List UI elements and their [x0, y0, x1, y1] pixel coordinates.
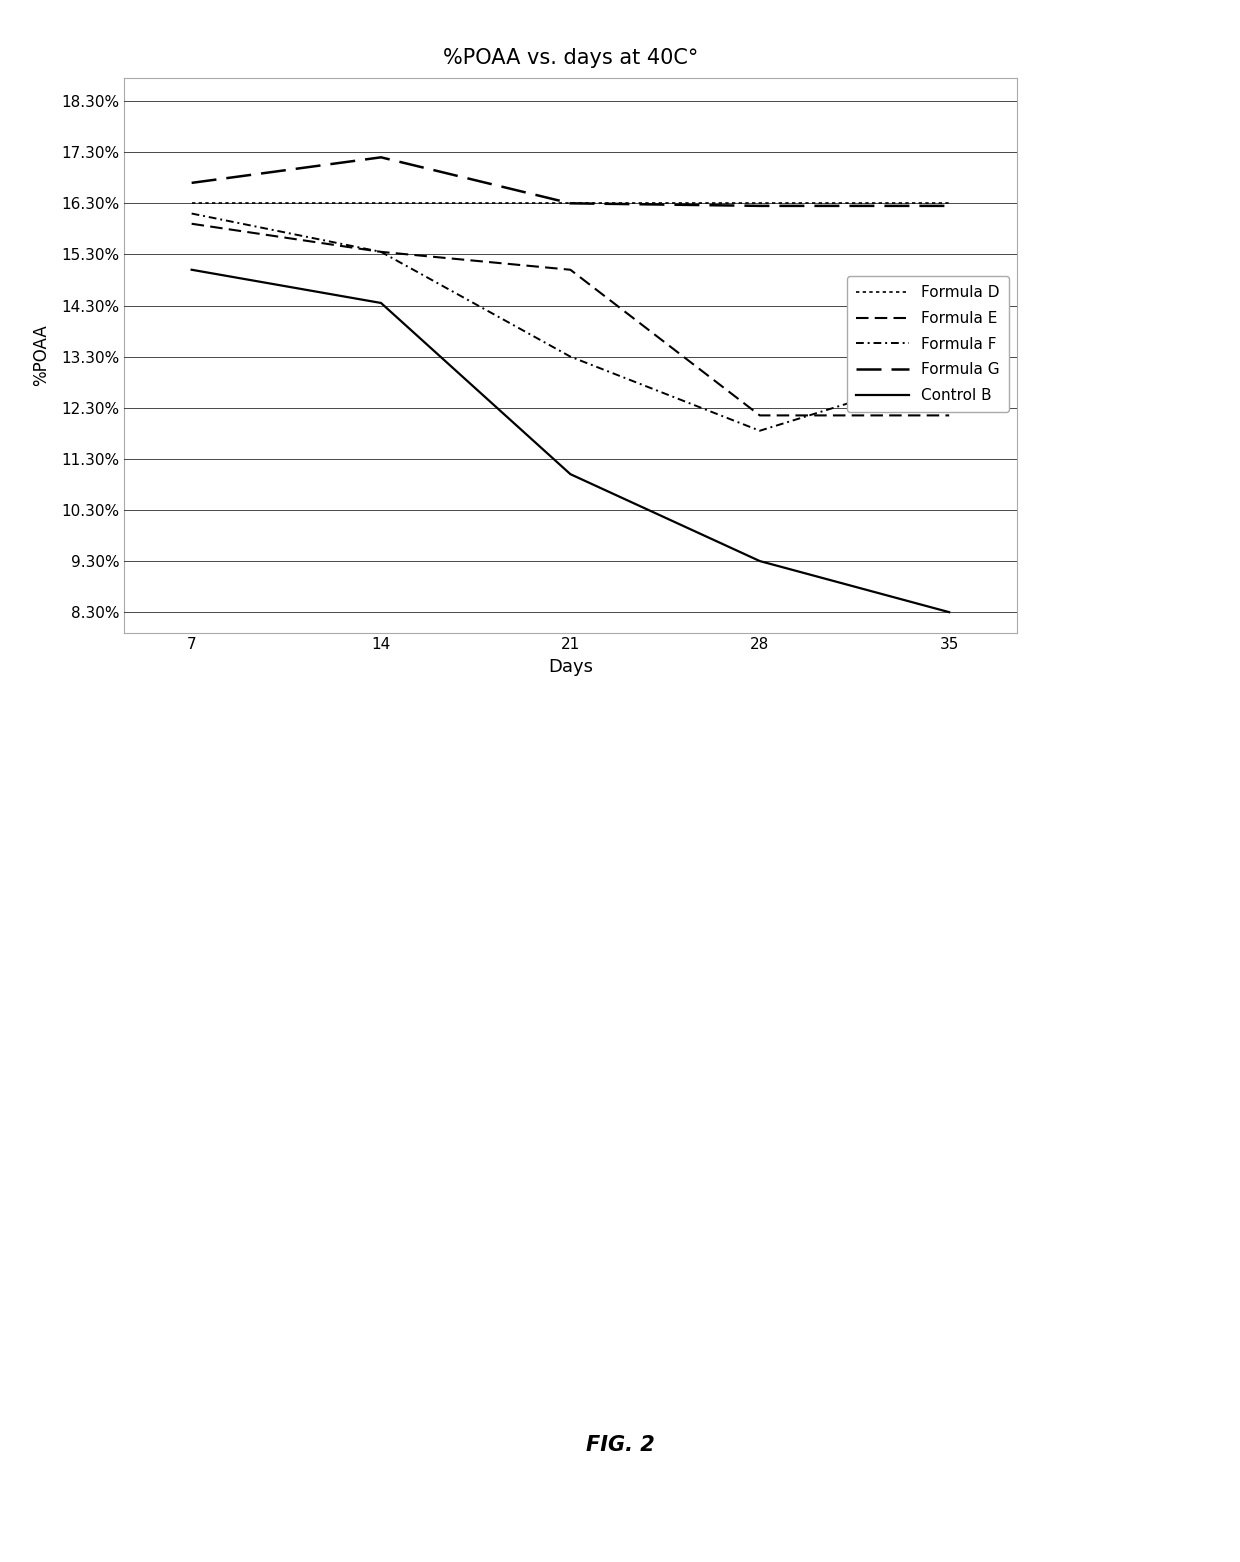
Formula G: [753, 197, 768, 216]
Legend: Formula D, Formula E, Formula F, Formula G, Control B: Formula D, Formula E, Formula F, Formula…: [847, 276, 1009, 412]
Formula E: [185, 214, 200, 233]
Formula G: [373, 148, 388, 167]
Line: Control B: Control B: [192, 270, 949, 612]
Formula F: [185, 205, 200, 223]
Title: %POAA vs. days at 40C°: %POAA vs. days at 40C°: [443, 48, 698, 69]
Control B: [563, 465, 578, 484]
Formula D: [563, 194, 578, 212]
Formula F: [753, 422, 768, 440]
X-axis label: Days: Days: [548, 658, 593, 676]
Line: Formula G: Formula G: [192, 158, 949, 206]
Formula E: [373, 242, 388, 261]
Formula F: [941, 362, 956, 381]
Control B: [185, 261, 200, 280]
Formula G: [563, 194, 578, 212]
Control B: [753, 551, 768, 570]
Formula F: [373, 242, 388, 261]
Formula D: [185, 194, 200, 212]
Y-axis label: %POAA: %POAA: [32, 325, 50, 386]
Text: FIG. 2: FIG. 2: [585, 1435, 655, 1454]
Control B: [941, 603, 956, 622]
Formula D: [941, 194, 956, 212]
Formula D: [753, 194, 768, 212]
Formula F: [563, 347, 578, 366]
Formula D: [373, 194, 388, 212]
Formula G: [185, 173, 200, 192]
Formula E: [753, 406, 768, 425]
Line: Formula F: Formula F: [192, 214, 949, 431]
Control B: [373, 294, 388, 312]
Formula E: [563, 261, 578, 280]
Line: Formula E: Formula E: [192, 223, 949, 415]
Formula G: [941, 197, 956, 216]
Formula E: [941, 406, 956, 425]
